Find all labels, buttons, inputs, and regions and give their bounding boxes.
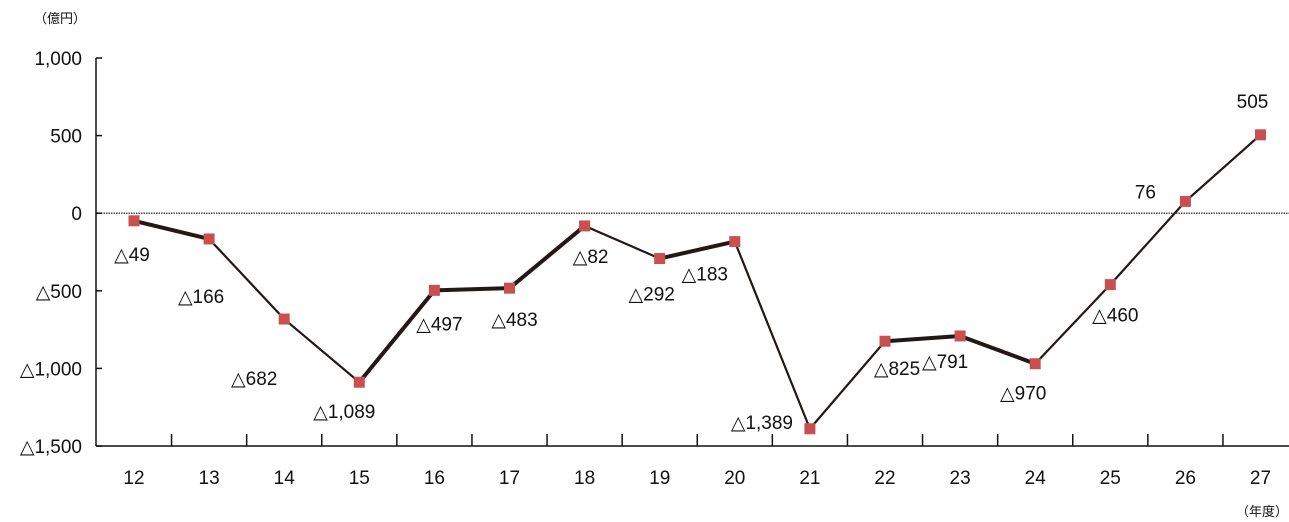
- data-label: △497: [416, 314, 462, 335]
- series-segment: [208, 237, 286, 321]
- data-label: △166: [178, 287, 224, 308]
- x-tick-label: 23: [950, 468, 971, 489]
- data-point-marker: [1255, 129, 1266, 141]
- y-unit-label: （億円）: [34, 11, 86, 26]
- data-point-marker: [353, 376, 365, 388]
- data-point-marker: [879, 335, 891, 347]
- x-tick-label: 16: [424, 468, 445, 489]
- data-point-marker: [804, 423, 816, 435]
- series-segment: [657, 239, 737, 261]
- series-segment: [507, 223, 587, 291]
- x-tick-label: 12: [123, 468, 144, 489]
- y-tick-label: △500: [36, 282, 82, 303]
- series-segment: [883, 333, 963, 344]
- data-labels: △49 △166 △682 △1,089 △497 △483 △82 △292 △183 △1,3…: [114, 92, 1268, 434]
- data-point-marker: [654, 253, 666, 265]
- data-label: △825: [874, 359, 920, 380]
- data-label: △970: [1000, 384, 1046, 405]
- series-line: [132, 133, 1262, 430]
- series-segment: [283, 317, 361, 384]
- y-tick-labels: 1,000 500 0 △500 △1,000 △1,500: [20, 49, 82, 458]
- data-point-marker: [203, 233, 215, 245]
- data-point-marker: [278, 313, 290, 325]
- data-point-marker: [1179, 195, 1191, 207]
- data-label: △460: [1092, 306, 1138, 327]
- x-tick-label: 22: [874, 468, 895, 489]
- data-point-marker: [954, 330, 966, 342]
- series-segment: [1034, 283, 1112, 365]
- series-segment: [1184, 133, 1262, 203]
- data-point-marker: [504, 282, 515, 294]
- x-tick-label: 14: [274, 468, 296, 489]
- x-tick-label: 21: [799, 468, 820, 489]
- data-label: △292: [629, 285, 675, 306]
- y-tick-label: 0: [71, 204, 82, 225]
- data-label: △1,389: [731, 413, 793, 434]
- series-segment: [357, 288, 437, 385]
- y-tick-label: △1,500: [20, 437, 82, 458]
- series-segment: [733, 240, 812, 430]
- data-label: △791: [922, 352, 968, 373]
- series-segment: [132, 218, 212, 241]
- x-tick-label: 19: [649, 468, 670, 489]
- x-tick-label: 25: [1100, 468, 1121, 489]
- x-tick-labels: 12 13 14 15 16 17 18 19 20 21 22 23 24 25 26 27: [123, 468, 1271, 489]
- data-point-marker: [128, 215, 140, 227]
- data-label: △49: [114, 245, 150, 266]
- data-point-marker: [1104, 279, 1116, 291]
- data-label: △483: [491, 310, 537, 331]
- y-tick-label: △1,000: [20, 359, 82, 380]
- data-label: △82: [573, 247, 609, 268]
- x-tick-label: 27: [1250, 468, 1271, 489]
- data-point-marker: [1029, 358, 1041, 370]
- data-point-marker: [729, 236, 741, 248]
- series-markers: [128, 129, 1266, 435]
- data-label: △682: [231, 369, 277, 390]
- series-segment: [808, 340, 887, 430]
- x-tick-label: 15: [349, 468, 370, 489]
- x-tick-label: 20: [724, 468, 745, 489]
- series-segment: [583, 224, 661, 260]
- data-point-marker: [579, 220, 591, 232]
- series-segment: [958, 333, 1038, 366]
- data-label: 505: [1237, 92, 1269, 113]
- y-tick-label: 500: [50, 127, 82, 148]
- x-tick-label: 26: [1175, 468, 1196, 489]
- x-tick-label: 13: [199, 468, 220, 489]
- x-tick-label: 17: [499, 468, 520, 489]
- data-point-marker: [428, 284, 440, 296]
- data-label: △1,089: [313, 402, 375, 423]
- data-label: 76: [1135, 182, 1156, 203]
- series-segment: [432, 286, 512, 293]
- series-segment: [1109, 200, 1187, 286]
- x-tick-label: 18: [574, 468, 595, 489]
- data-label: △183: [682, 265, 728, 286]
- axes: [95, 57, 1289, 447]
- y-tick-label: 1,000: [34, 49, 82, 70]
- x-unit-label: （年度）: [1236, 504, 1288, 519]
- x-tick-label: 24: [1025, 468, 1047, 489]
